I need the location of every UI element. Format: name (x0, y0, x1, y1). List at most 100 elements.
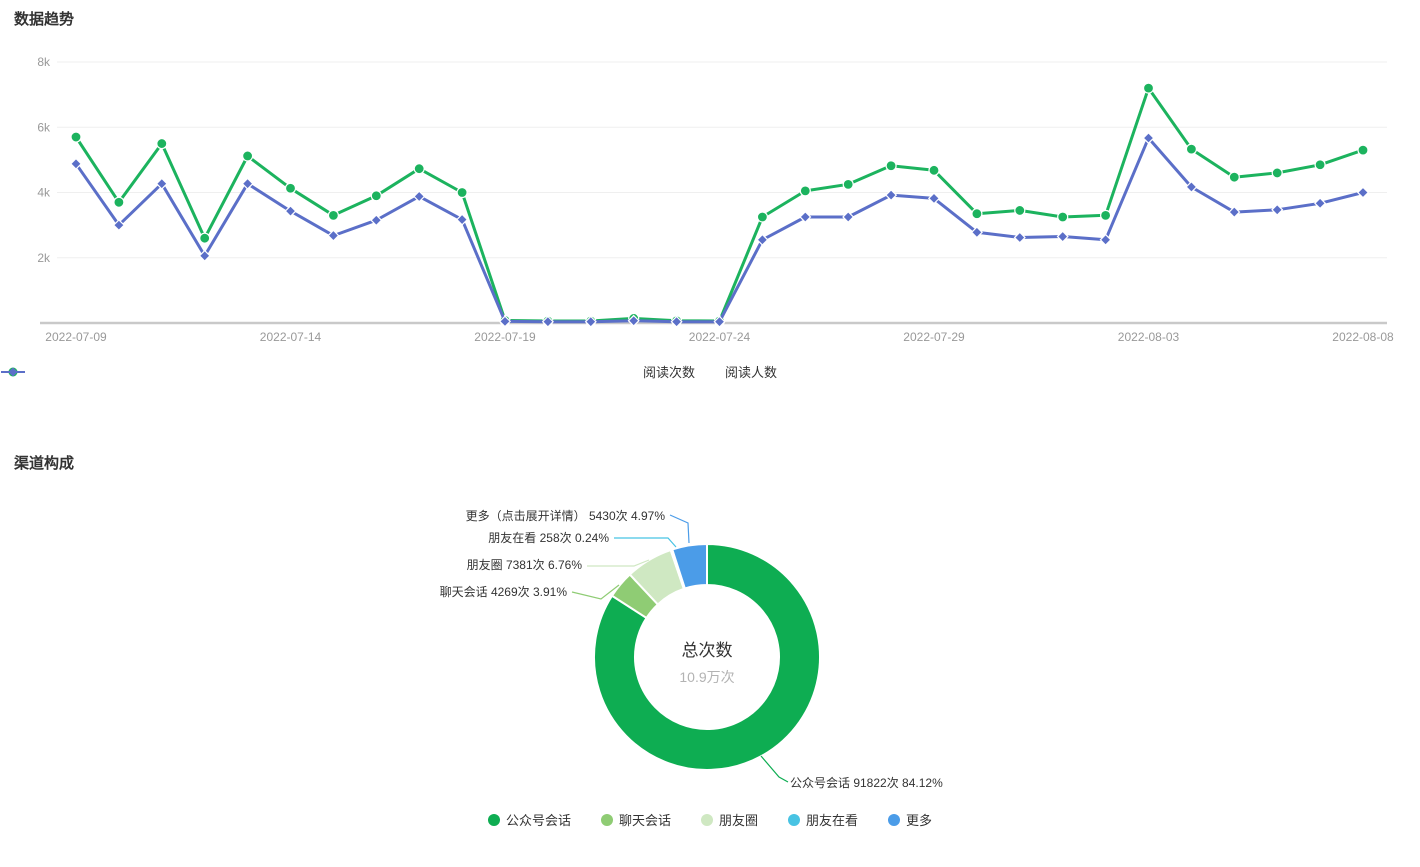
data-point[interactable] (1099, 233, 1112, 246)
legend-dot-icon (487, 813, 500, 826)
data-point[interactable] (327, 209, 339, 221)
data-point[interactable] (713, 315, 726, 328)
data-point[interactable] (670, 315, 683, 328)
channel-donut-chart[interactable]: 公众号会话 91822次 84.12% 聊天会话 4269次 3.91% 朋友圈 7… (0, 480, 1420, 805)
data-point[interactable] (199, 232, 211, 244)
x-axis-tick-label: 2022-07-09 (45, 330, 107, 344)
legend-dot-icon (600, 813, 613, 826)
slice-leader-line (587, 559, 650, 567)
data-point[interactable] (242, 150, 254, 162)
data-point[interactable] (1013, 231, 1026, 244)
data-point[interactable] (885, 189, 898, 202)
data-point[interactable] (70, 131, 82, 143)
slice-label: 聊天会话 4269次 3.91% (440, 585, 568, 599)
x-axis-tick-label: 2022-08-08 (1332, 330, 1394, 344)
data-point[interactable] (370, 214, 383, 227)
data-point[interactable] (413, 190, 426, 203)
slice-leader-line (669, 514, 690, 544)
donut-center-value: 10.9万次 (679, 669, 734, 685)
data-point[interactable] (799, 185, 811, 197)
data-point[interactable] (456, 213, 469, 226)
data-point[interactable] (113, 196, 125, 208)
data-point[interactable] (241, 177, 254, 190)
channel-legend-item[interactable]: 聊天会话 (600, 810, 671, 829)
data-point[interactable] (842, 210, 855, 224)
y-axis-tick-label: 4k (37, 186, 51, 200)
data-point[interactable] (1271, 203, 1284, 216)
x-axis-tick-label: 2022-08-03 (1118, 330, 1180, 344)
data-point[interactable] (1185, 180, 1198, 194)
data-point[interactable] (584, 315, 597, 328)
data-point[interactable] (1142, 131, 1155, 145)
channel-legend-item[interactable]: 朋友圈 (700, 810, 758, 829)
data-point[interactable] (928, 164, 940, 176)
data-point[interactable] (1357, 144, 1369, 156)
data-point[interactable] (1314, 159, 1326, 171)
data-point[interactable] (541, 315, 554, 328)
data-point[interactable] (842, 178, 854, 190)
data-point[interactable] (198, 249, 211, 262)
data-point[interactable] (799, 210, 812, 224)
channel-legend-label: 朋友圈 (718, 813, 758, 828)
trend-legend-label: 阅读人数 (725, 365, 778, 380)
data-point[interactable] (1271, 167, 1283, 179)
slice-label: 朋友圈 7381次 6.76% (467, 558, 583, 572)
data-point[interactable] (1056, 230, 1069, 243)
trend-chart-legend: 阅读次数 阅读人数 (0, 362, 1420, 381)
data-point[interactable] (69, 157, 83, 170)
trend-legend-item[interactable]: 阅读人数 (1, 362, 778, 381)
channel-legend-item[interactable]: 朋友在看 (788, 810, 858, 829)
data-point[interactable] (1314, 197, 1327, 210)
channel-legend-label: 朋友在看 (806, 813, 859, 828)
slice-leader-line (614, 537, 677, 548)
data-point[interactable] (327, 229, 340, 242)
slice-label: 更多（点击展开详情） 5430次 4.97% (466, 508, 666, 523)
trend-legend-label: 阅读次数 (642, 365, 695, 380)
data-point[interactable] (1057, 211, 1069, 223)
y-axis-tick-label: 8k (37, 55, 51, 69)
data-point[interactable] (1014, 204, 1026, 217)
data-point[interactable] (1356, 186, 1370, 199)
channel-legend-item[interactable]: 公众号会话 (487, 810, 571, 829)
data-point[interactable] (456, 186, 468, 199)
data-point[interactable] (756, 211, 769, 223)
trend-legend-item[interactable]: 阅读次数 (1, 362, 695, 381)
data-point[interactable] (627, 314, 640, 327)
data-point[interactable] (1185, 143, 1198, 155)
data-point[interactable] (284, 182, 297, 194)
channel-legend-item[interactable]: 更多 (888, 810, 932, 829)
data-point[interactable] (413, 163, 425, 175)
slice-leader-line (571, 584, 620, 600)
legend-dot-icon (788, 813, 800, 826)
data-point[interactable] (370, 190, 382, 202)
donut-center-label: 总次数 (682, 641, 733, 660)
data-point[interactable] (155, 177, 168, 190)
y-axis-tick-label: 6k (37, 120, 51, 134)
data-point[interactable] (1142, 82, 1155, 94)
channel-legend-label: 公众号会话 (505, 813, 571, 828)
data-point[interactable] (971, 208, 983, 220)
data-point[interactable] (927, 192, 941, 205)
donut-slice-公众号会话[interactable] (593, 543, 821, 771)
x-axis-tick-label: 2022-07-14 (260, 330, 322, 344)
legend-dot-icon (888, 813, 901, 826)
trend-line-chart[interactable]: 2k 4k 6k 8k 2022-07-09 2022-07-14 2022-07-19 20… (0, 30, 1420, 355)
data-point[interactable] (756, 233, 769, 246)
trend-chart-title: 数据趋势 (14, 11, 75, 28)
legend-dot-icon (700, 813, 713, 826)
y-axis-tick-label: 2k (37, 251, 51, 265)
data-point[interactable] (284, 205, 297, 218)
data-point[interactable] (498, 315, 512, 328)
donut-slice-更多[interactable] (671, 542, 708, 590)
data-point[interactable] (885, 160, 897, 172)
diamond-legend-marker-icon (1, 367, 25, 376)
data-point[interactable] (970, 226, 983, 239)
channel-legend-label: 聊天会话 (618, 813, 671, 828)
data-point[interactable] (1228, 171, 1240, 183)
data-point[interactable] (112, 219, 125, 232)
data-point[interactable] (1228, 206, 1241, 219)
data-point[interactable] (1099, 209, 1112, 221)
data-point[interactable] (156, 137, 168, 150)
x-axis-tick-label: 2022-07-24 (689, 330, 751, 344)
slice-leader-line (760, 755, 789, 783)
